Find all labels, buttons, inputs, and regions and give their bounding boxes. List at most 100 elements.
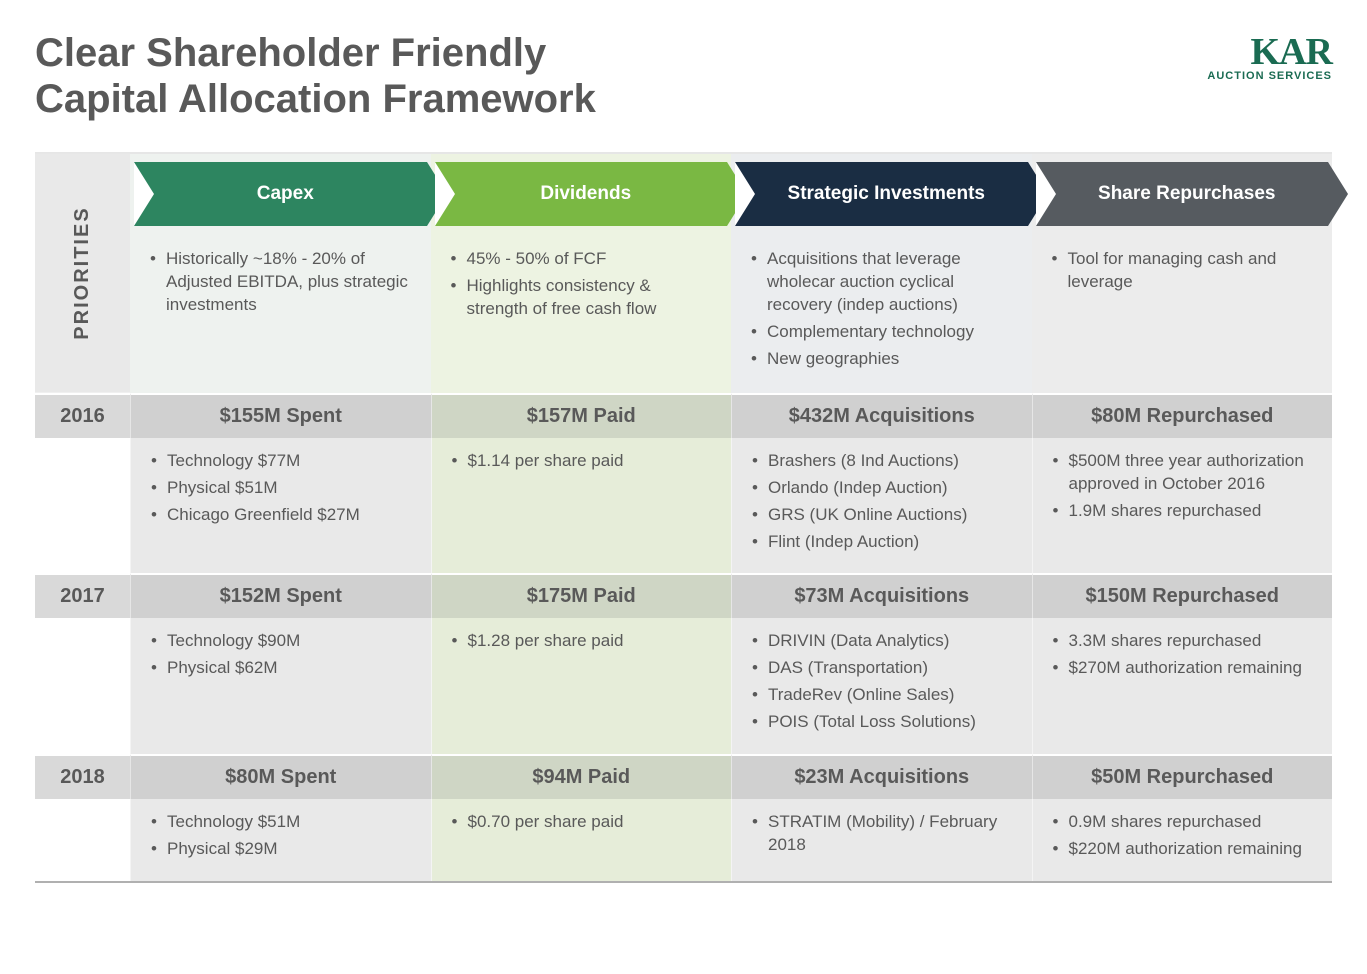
- detail-2016-capex: Technology $77M Physical $51M Chicago Gree…: [147, 450, 415, 527]
- arrow-label-share: Share Repurchases: [1098, 183, 1275, 205]
- detail-2017-strategic-item: TradeRev (Online Sales): [748, 684, 1016, 707]
- detail-2017-strategic-item: POIS (Total Loss Solutions): [748, 711, 1016, 734]
- detail-2018-capex: Technology $51M Physical $29M: [147, 811, 415, 861]
- arrow-label-dividends: Dividends: [540, 183, 631, 205]
- detail-2016-share: $500M three year authorization approved …: [1049, 450, 1317, 523]
- column-desc-strategic: Acquisitions that leverage wholecar auct…: [731, 234, 1032, 393]
- detail-2017-strategic: DRIVIN (Data Analytics) DAS (Transportati…: [748, 630, 1016, 734]
- logo-main: KAR: [1207, 30, 1332, 74]
- summary-2016-share: $80M Repurchased: [1032, 393, 1333, 438]
- year-label-2018: 2018: [35, 754, 130, 799]
- spacer-2017: [35, 618, 130, 754]
- detail-2017-share-item: 3.3M shares repurchased: [1049, 630, 1317, 653]
- arrow-share: Share Repurchases: [1036, 162, 1329, 226]
- detail-2018-dividends-item: $0.70 per share paid: [448, 811, 716, 834]
- column-header-dividends: Dividends: [431, 154, 732, 234]
- details-2018-strategic: STRATIM (Mobility) / February 2018: [731, 799, 1032, 881]
- detail-2016-share-item: 1.9M shares repurchased: [1049, 500, 1317, 523]
- title-line-1: Clear Shareholder Friendly: [35, 31, 546, 75]
- column-header-share: Share Repurchases: [1032, 154, 1333, 234]
- details-2016-capex: Technology $77M Physical $51M Chicago Gree…: [130, 438, 431, 574]
- column-header-capex: Capex: [130, 154, 431, 234]
- desc-strategic-item: Acquisitions that leverage wholecar auct…: [747, 248, 1016, 317]
- details-2018-share: 0.9M shares repurchased $220M authorizati…: [1032, 799, 1333, 881]
- desc-strategic-item: New geographies: [747, 348, 1016, 371]
- detail-2017-share-item: $270M authorization remaining: [1049, 657, 1317, 680]
- desc-dividends-item: Highlights consistency & strength of fre…: [447, 275, 716, 321]
- page-title: Clear Shareholder Friendly Capital Alloc…: [35, 30, 596, 122]
- column-desc-capex: Historically ~18% - 20% of Adjusted EBIT…: [130, 234, 431, 393]
- details-2017-dividends: $1.28 per share paid: [431, 618, 732, 754]
- arrow-capex: Capex: [134, 162, 427, 226]
- detail-2017-strategic-item: DRIVIN (Data Analytics): [748, 630, 1016, 653]
- summary-2018-strategic: $23M Acquisitions: [731, 754, 1032, 799]
- detail-2016-strategic-item: Flint (Indep Auction): [748, 531, 1016, 554]
- detail-2018-dividends: $0.70 per share paid: [448, 811, 716, 834]
- details-2017-capex: Technology $90M Physical $62M: [130, 618, 431, 754]
- detail-2017-dividends: $1.28 per share paid: [448, 630, 716, 653]
- detail-2016-dividends-item: $1.14 per share paid: [448, 450, 716, 473]
- details-2018-capex: Technology $51M Physical $29M: [130, 799, 431, 881]
- detail-2018-strategic: STRATIM (Mobility) / February 2018: [748, 811, 1016, 857]
- column-header-strategic: Strategic Investments: [731, 154, 1032, 234]
- desc-strategic-item: Complementary technology: [747, 321, 1016, 344]
- detail-2018-share: 0.9M shares repurchased $220M authorizati…: [1049, 811, 1317, 861]
- detail-2018-strategic-item: STRATIM (Mobility) / February 2018: [748, 811, 1016, 857]
- summary-2017-strategic: $73M Acquisitions: [731, 573, 1032, 618]
- detail-2017-strategic-item: DAS (Transportation): [748, 657, 1016, 680]
- arrow-dividends: Dividends: [435, 162, 728, 226]
- logo-sub: AUCTION SERVICES: [1207, 70, 1332, 82]
- details-2017-share: 3.3M shares repurchased $270M authorizati…: [1032, 618, 1333, 754]
- arrow-label-strategic: Strategic Investments: [788, 183, 985, 205]
- detail-2016-dividends: $1.14 per share paid: [448, 450, 716, 473]
- detail-2016-share-item: $500M three year authorization approved …: [1049, 450, 1317, 496]
- desc-capex: Historically ~18% - 20% of Adjusted EBIT…: [146, 248, 415, 317]
- summary-2018-share: $50M Repurchased: [1032, 754, 1333, 799]
- summary-2018-dividends: $94M Paid: [431, 754, 732, 799]
- detail-2016-capex-item: Chicago Greenfield $27M: [147, 504, 415, 527]
- details-2017-strategic: DRIVIN (Data Analytics) DAS (Transportati…: [731, 618, 1032, 754]
- detail-2016-strategic-item: GRS (UK Online Auctions): [748, 504, 1016, 527]
- summary-2016-dividends: $157M Paid: [431, 393, 732, 438]
- desc-strategic: Acquisitions that leverage wholecar auct…: [747, 248, 1016, 371]
- summary-2017-share: $150M Repurchased: [1032, 573, 1333, 618]
- logo: KAR AUCTION SERVICES: [1207, 30, 1332, 82]
- desc-share: Tool for managing cash and leverage: [1048, 248, 1317, 294]
- detail-2018-capex-item: Technology $51M: [147, 811, 415, 834]
- desc-share-item: Tool for managing cash and leverage: [1048, 248, 1317, 294]
- year-label-2017: 2017: [35, 573, 130, 618]
- details-2016-dividends: $1.14 per share paid: [431, 438, 732, 574]
- header: Clear Shareholder Friendly Capital Alloc…: [35, 30, 1332, 122]
- spacer-2016: [35, 438, 130, 574]
- column-desc-dividends: 45% - 50% of FCF Highlights consistency &…: [431, 234, 732, 393]
- detail-2017-dividends-item: $1.28 per share paid: [448, 630, 716, 653]
- detail-2018-share-item: $220M authorization remaining: [1049, 838, 1317, 861]
- summary-2016-capex: $155M Spent: [130, 393, 431, 438]
- detail-2016-capex-item: Physical $51M: [147, 477, 415, 500]
- details-2016-share: $500M three year authorization approved …: [1032, 438, 1333, 574]
- detail-2017-share: 3.3M shares repurchased $270M authorizati…: [1049, 630, 1317, 680]
- summary-2018-capex: $80M Spent: [130, 754, 431, 799]
- detail-2016-strategic-item: Orlando (Indep Auction): [748, 477, 1016, 500]
- priorities-label: PRIORITIES: [35, 154, 130, 393]
- summary-2017-dividends: $175M Paid: [431, 573, 732, 618]
- detail-2018-share-item: 0.9M shares repurchased: [1049, 811, 1317, 834]
- detail-2018-capex-item: Physical $29M: [147, 838, 415, 861]
- detail-2017-capex: Technology $90M Physical $62M: [147, 630, 415, 680]
- allocation-grid: PRIORITIES Capex Dividends Strategic Invest…: [35, 152, 1332, 883]
- summary-2017-capex: $152M Spent: [130, 573, 431, 618]
- details-2016-strategic: Brashers (8 Ind Auctions) Orlando (Indep …: [731, 438, 1032, 574]
- column-desc-share: Tool for managing cash and leverage: [1032, 234, 1333, 393]
- desc-dividends-item: 45% - 50% of FCF: [447, 248, 716, 271]
- year-label-2016: 2016: [35, 393, 130, 438]
- desc-dividends: 45% - 50% of FCF Highlights consistency &…: [447, 248, 716, 321]
- detail-2017-capex-item: Physical $62M: [147, 657, 415, 680]
- title-line-2: Capital Allocation Framework: [35, 77, 596, 121]
- detail-2017-capex-item: Technology $90M: [147, 630, 415, 653]
- spacer-2018: [35, 799, 130, 881]
- detail-2016-capex-item: Technology $77M: [147, 450, 415, 473]
- summary-2016-strategic: $432M Acquisitions: [731, 393, 1032, 438]
- desc-capex-item: Historically ~18% - 20% of Adjusted EBIT…: [146, 248, 415, 317]
- arrow-label-capex: Capex: [257, 183, 314, 205]
- detail-2016-strategic-item: Brashers (8 Ind Auctions): [748, 450, 1016, 473]
